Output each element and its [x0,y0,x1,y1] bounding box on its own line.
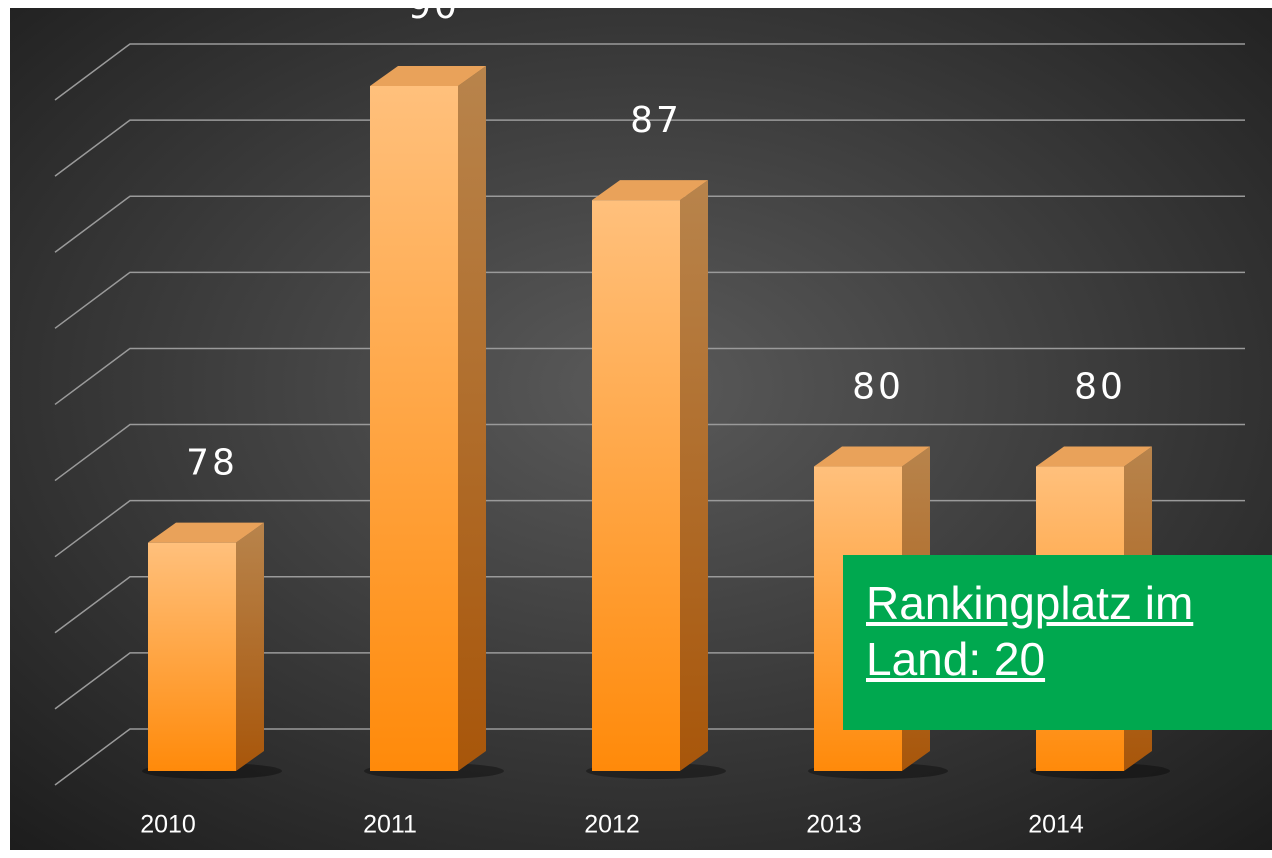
callout-text: Rankingplatz im Land: 20 [866,577,1194,685]
data-label: 78 [186,443,238,484]
grid-line [54,119,1245,177]
bar-top [814,446,930,467]
grid-line [54,423,1245,482]
bar-top [370,66,486,86]
x-tick-label: 2010 [140,811,196,839]
bar-front [592,200,680,771]
bar-front [148,542,236,771]
bar-front [370,86,458,771]
data-label: 80 [1074,367,1126,408]
grid-line [54,347,1245,406]
bar-top [148,522,264,543]
x-tick-label: 2013 [806,811,862,839]
grid-line [54,271,1245,329]
grid-line [54,195,1245,253]
bar-side [458,66,486,771]
bar-side [236,522,264,771]
bar [142,522,282,779]
bar-top [1036,446,1152,467]
callout: Rankingplatz im Land: 20 [843,555,1272,730]
bar-top [592,180,708,201]
data-label: 87 [630,100,682,141]
grid-line [54,43,1245,101]
x-tick-label: 2014 [1028,811,1084,839]
x-tick-label: 2011 [363,811,417,839]
bar [364,66,504,779]
bar-side [680,180,708,771]
x-tick-label: 2012 [584,811,640,839]
bar [586,180,726,779]
data-label: 90 [408,0,460,27]
data-label: 80 [852,367,904,408]
